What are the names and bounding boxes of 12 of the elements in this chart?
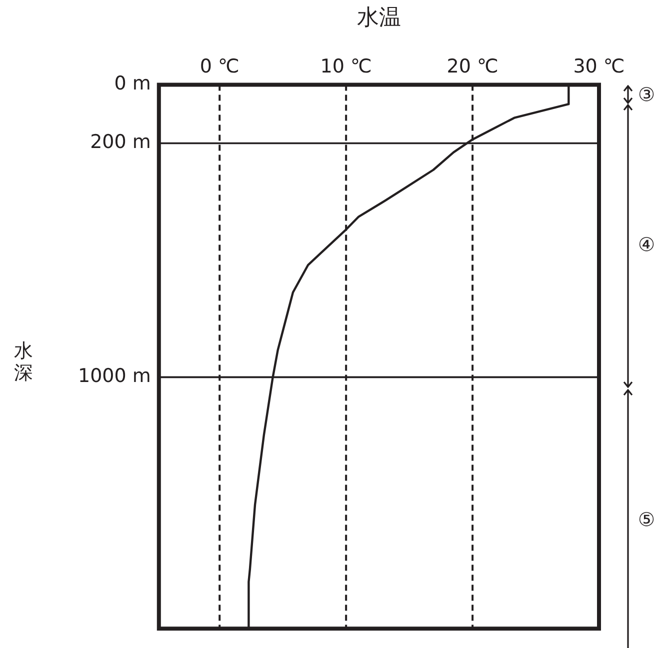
y-tick-label: 1000 m xyxy=(78,365,151,388)
text: ④ xyxy=(638,234,656,256)
text: ⑤ xyxy=(638,509,656,531)
y-axis-title: 水深 xyxy=(14,340,34,384)
x-axis-title: 水温 xyxy=(356,6,401,31)
x-tick-label: 10 ℃ xyxy=(320,55,372,78)
x-tick-label: 20 ℃ xyxy=(446,55,498,78)
y-tick-label: 200 m xyxy=(90,131,151,154)
x-tick-label: 0 ℃ xyxy=(200,55,240,78)
x-tick-label: 30 ℃ xyxy=(573,55,625,78)
text: ③ xyxy=(638,84,656,106)
y-tick-label: 0 m xyxy=(114,72,151,95)
